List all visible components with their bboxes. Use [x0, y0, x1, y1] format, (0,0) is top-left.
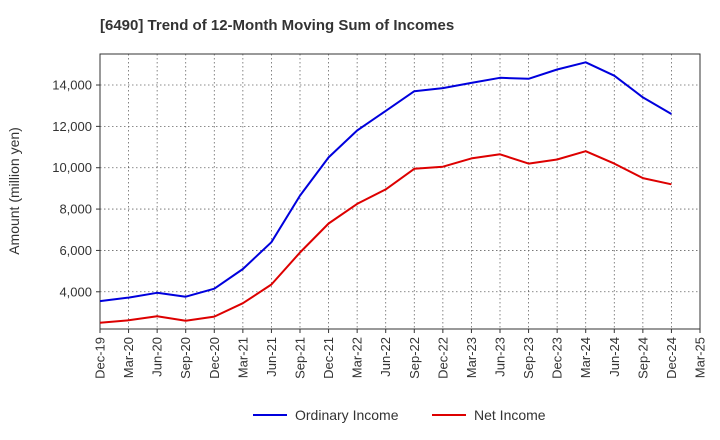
x-tick-label: Sep-21: [293, 337, 308, 379]
x-tick-label: Dec-20: [207, 337, 222, 379]
x-tick-label: Jun-21: [264, 337, 279, 377]
x-tick-label: Mar-21: [235, 337, 250, 378]
y-tick-label: 10,000: [52, 160, 92, 175]
x-tick-label: Dec-23: [550, 337, 565, 379]
y-axis-ticks: 4,000 6,000 8,000 10,000 12,000 14,000: [52, 78, 100, 299]
series-lines: [99, 61, 672, 324]
x-tick-label: Mar-24: [578, 337, 593, 378]
x-tick-label: Jun-22: [378, 337, 393, 377]
x-axis-ticks: Dec-19 Mar-20 Jun-20 Sep-20 Dec-20 Mar-21 Jun-…: [93, 329, 708, 379]
x-tick-label: Mar-25: [693, 337, 708, 378]
x-tick-label: Dec-24: [664, 337, 679, 379]
legend: Ordinary Income Net Income: [253, 407, 546, 423]
x-tick-label: Mar-23: [464, 337, 479, 378]
x-tick-label: Jun-23: [493, 337, 508, 377]
y-axis-label: Amount (million yen): [6, 127, 22, 255]
x-tick-label: Sep-22: [407, 337, 422, 379]
legend-label-ordinary-income: Ordinary Income: [295, 407, 399, 423]
x-tick-label: Sep-23: [521, 337, 536, 379]
y-tick-label: 14,000: [52, 78, 92, 93]
x-tick-label: Mar-20: [121, 337, 136, 378]
chart-title: [6490] Trend of 12-Month Moving Sum of I…: [100, 17, 454, 34]
x-tick-label: Sep-20: [178, 337, 193, 379]
series-line-net-income: [99, 150, 672, 324]
x-tick-label: Dec-22: [435, 337, 450, 379]
y-tick-label: 12,000: [52, 119, 92, 134]
legend-label-net-income: Net Income: [474, 407, 546, 423]
x-tick-label: Sep-24: [635, 337, 650, 379]
x-tick-label: Jun-20: [150, 337, 165, 377]
x-tick-label: Jun-24: [607, 337, 622, 377]
x-tick-label: Dec-21: [321, 337, 336, 379]
plot-frame: [99, 53, 701, 330]
grid: [100, 54, 700, 329]
x-tick-label: Mar-22: [350, 337, 365, 378]
x-tick-label: Dec-19: [93, 337, 108, 379]
y-tick-label: 4,000: [59, 284, 92, 299]
y-tick-label: 8,000: [59, 202, 92, 217]
y-tick-label: 6,000: [59, 243, 92, 258]
series-line-ordinary-income: [99, 61, 672, 303]
